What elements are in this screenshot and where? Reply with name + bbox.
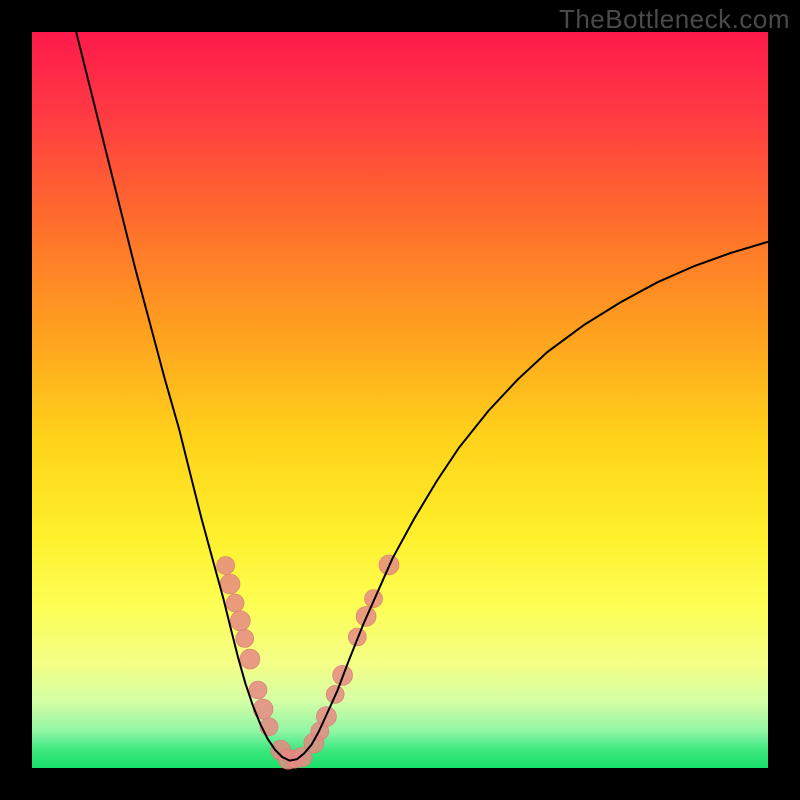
data-marker (230, 611, 250, 631)
watermark-text: TheBottleneck.com (559, 4, 790, 35)
data-marker (226, 594, 244, 612)
data-marker (365, 590, 383, 608)
bottleneck-curve-chart (0, 0, 800, 800)
data-marker (217, 557, 235, 575)
chart-stage: TheBottleneck.com (0, 0, 800, 800)
data-marker (236, 630, 254, 648)
data-marker (240, 649, 260, 669)
data-marker (220, 574, 240, 594)
plot-background (32, 32, 768, 768)
data-marker (249, 681, 267, 699)
